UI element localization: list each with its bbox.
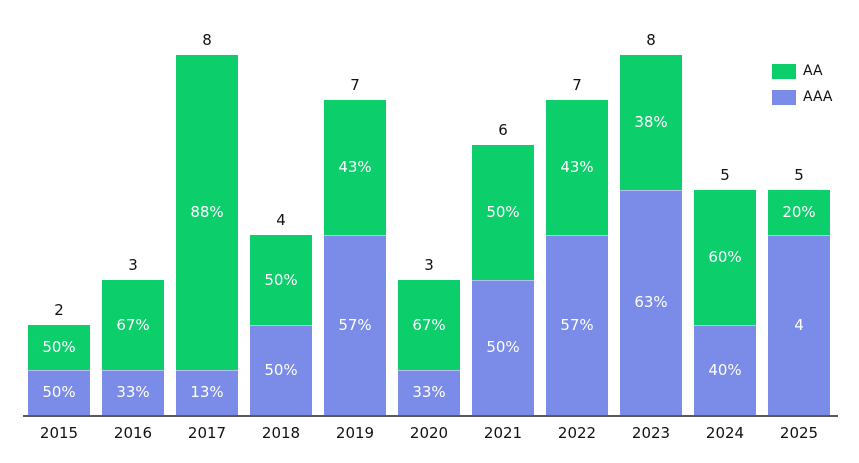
- bar-segment-aa-2022: 43%: [546, 100, 608, 235]
- bar-segment-aaa-2024: 40%: [694, 325, 756, 415]
- x-tick-label-2024: 2024: [705, 424, 745, 442]
- bar-total-label-2016: 3: [128, 256, 138, 274]
- bar-total-label-2025: 5: [794, 166, 804, 184]
- bar-2022: 43% 57%: [546, 100, 608, 415]
- bar-segment-aaa-2015: 50%: [28, 370, 90, 415]
- bar-segment-aa-2018: 50%: [250, 235, 312, 325]
- legend-swatch-aaa: [772, 89, 796, 105]
- x-axis-line: [23, 415, 838, 417]
- bar-total-label-2022: 7: [572, 76, 582, 94]
- legend-item-aaa: AAA: [772, 89, 833, 105]
- bar-segment-aaa-2025: 4: [768, 235, 830, 415]
- legend: AA AAA: [772, 63, 833, 115]
- bar-segment-aa-2017: 88%: [176, 55, 238, 370]
- bar-segment-aa-2016: 67%: [102, 280, 164, 370]
- x-tick-label-2015: 2015: [39, 424, 79, 442]
- bar-total-label-2021: 6: [498, 121, 508, 139]
- bar-segment-aaa-2016: 33%: [102, 370, 164, 415]
- x-tick-label-2025: 2025: [779, 424, 819, 442]
- bar-segment-aa-2021: 50%: [472, 145, 534, 280]
- bar-total-label-2015: 2: [54, 301, 64, 319]
- bar-segment-aa-2025: 20%: [768, 190, 830, 235]
- bar-2020: 67% 33%: [398, 280, 460, 415]
- bar-segment-aa-2019: 43%: [324, 100, 386, 235]
- x-tick-label-2019: 2019: [335, 424, 375, 442]
- bar-segment-aa-2024: 60%: [694, 190, 756, 325]
- bar-segment-aaa-2017: 13%: [176, 370, 238, 415]
- x-tick-label-2023: 2023: [631, 424, 671, 442]
- bar-2023: 38% 63%: [620, 55, 682, 415]
- x-tick-label-2021: 2021: [483, 424, 523, 442]
- bar-total-label-2024: 5: [720, 166, 730, 184]
- bar-total-label-2020: 3: [424, 256, 434, 274]
- bar-total-label-2019: 7: [350, 76, 360, 94]
- bar-2017: 88% 13%: [176, 55, 238, 415]
- bar-2025: 20% 4: [768, 190, 830, 415]
- bar-segment-aa-2023: 38%: [620, 55, 682, 190]
- legend-label-aaa: AAA: [803, 89, 833, 105]
- bar-segment-aaa-2021: 50%: [472, 280, 534, 415]
- x-tick-label-2018: 2018: [261, 424, 301, 442]
- bar-segment-aa-2015: 50%: [28, 325, 90, 370]
- bar-2024: 60% 40%: [694, 190, 756, 415]
- bar-total-label-2017: 8: [202, 31, 212, 49]
- bar-total-label-2023: 8: [646, 31, 656, 49]
- bar-2018: 50% 50%: [250, 235, 312, 415]
- bar-2021: 50% 50%: [472, 145, 534, 415]
- bar-segment-aa-2020: 67%: [398, 280, 460, 370]
- bar-total-label-2018: 4: [276, 211, 286, 229]
- legend-swatch-aa: [772, 63, 796, 79]
- x-tick-label-2016: 2016: [113, 424, 153, 442]
- bar-segment-aaa-2020: 33%: [398, 370, 460, 415]
- x-tick-label-2017: 2017: [187, 424, 227, 442]
- bar-segment-aaa-2022: 57%: [546, 235, 608, 415]
- bar-2015: 50% 50%: [28, 325, 90, 415]
- legend-item-aa: AA: [772, 63, 833, 79]
- bar-2016: 67% 33%: [102, 280, 164, 415]
- bar-segment-aaa-2019: 57%: [324, 235, 386, 415]
- legend-label-aa: AA: [803, 63, 823, 79]
- x-tick-label-2020: 2020: [409, 424, 449, 442]
- bar-segment-aaa-2023: 63%: [620, 190, 682, 415]
- bar-2019: 43% 57%: [324, 100, 386, 415]
- x-tick-label-2022: 2022: [557, 424, 597, 442]
- bar-segment-aaa-2018: 50%: [250, 325, 312, 415]
